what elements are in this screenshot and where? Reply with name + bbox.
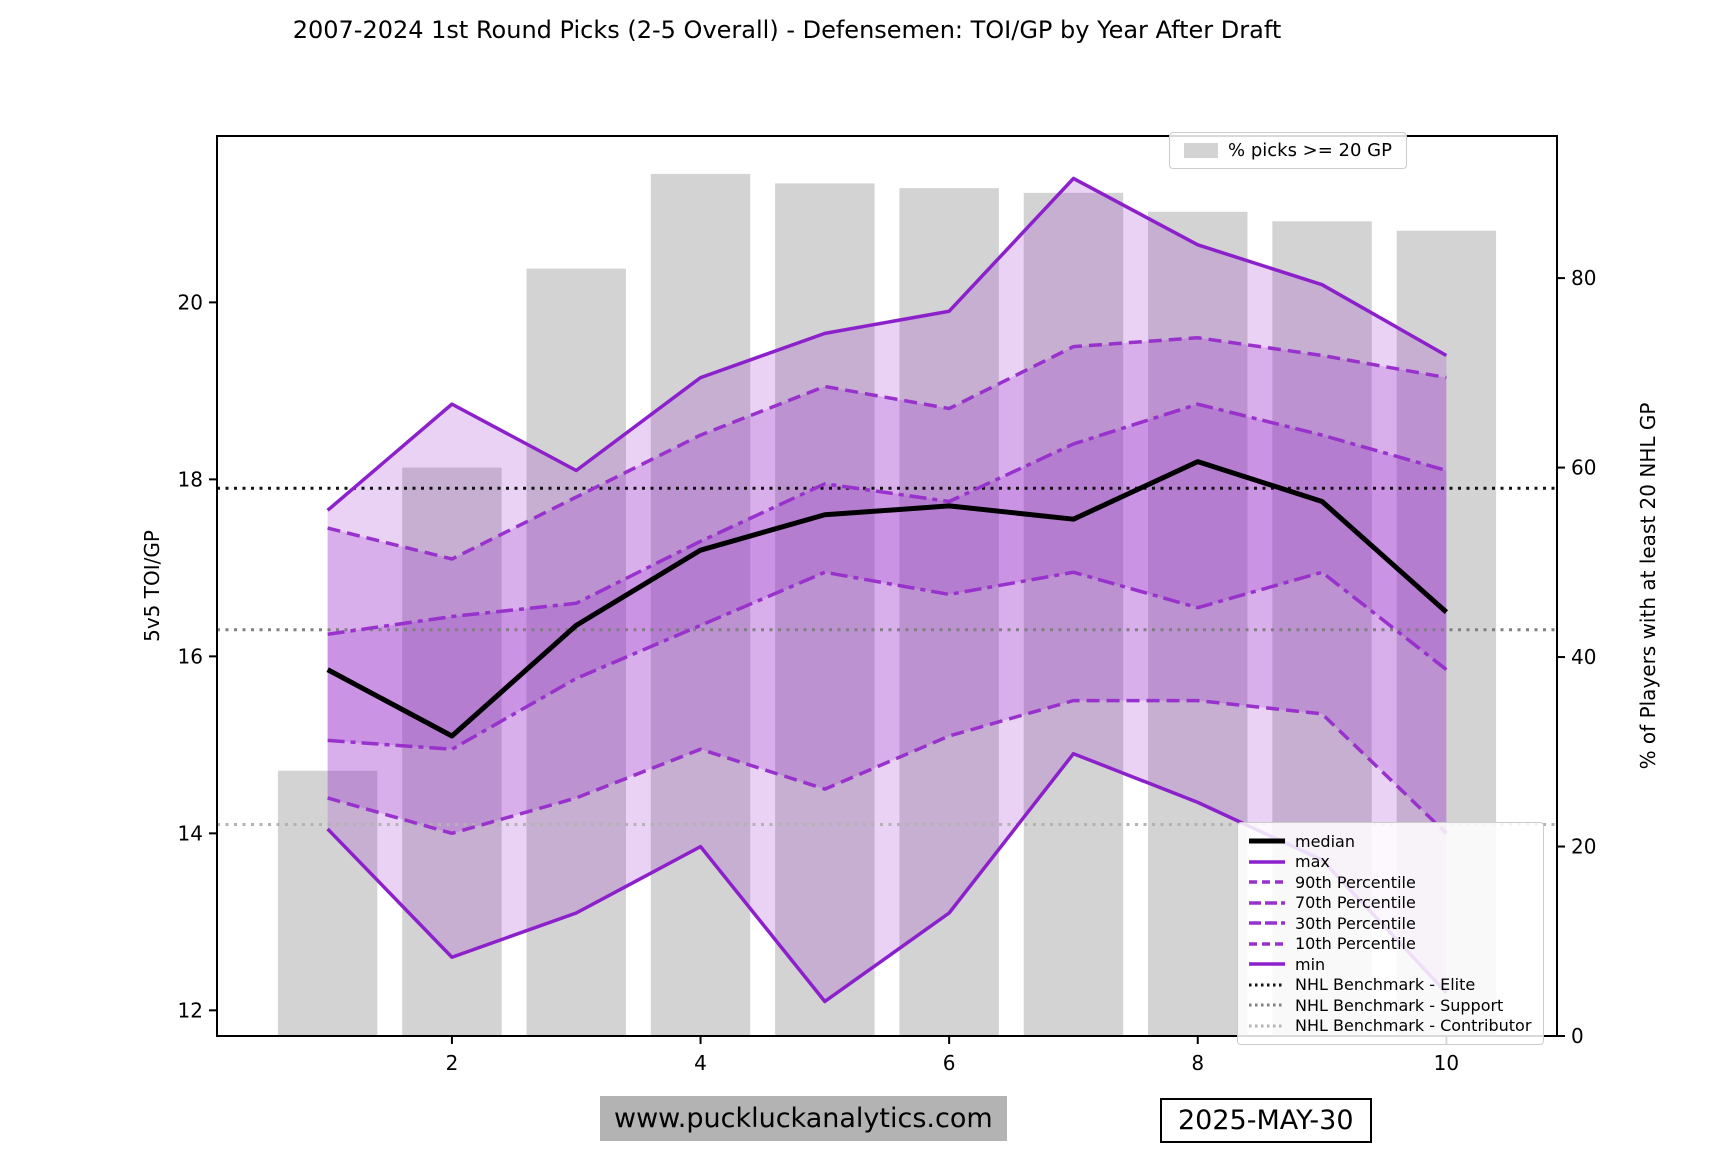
y-right-tick-label: 60 — [1571, 456, 1596, 480]
percentile-band — [327, 404, 1447, 750]
series-line-30th-percentile — [327, 570, 1448, 752]
legend-bars-label: % picks >= 20 GP — [1228, 140, 1392, 161]
legend-item: 10th Percentile — [1248, 934, 1531, 955]
legend-series: median max 90th Percentile 70th Percentile 3… — [1237, 822, 1545, 1045]
y-right-tick-label: 0 — [1571, 1024, 1584, 1048]
y-left-tick-label: 18 — [178, 467, 203, 491]
legend-item: NHL Benchmark - Elite — [1248, 975, 1531, 996]
percentile-band — [327, 178, 1447, 1002]
legend-item-label: 70th Percentile — [1295, 893, 1416, 913]
chart-title: 2007-2024 1st Round Picks (2-5 Overall) … — [292, 16, 1282, 44]
y-right-tick-label: 20 — [1571, 835, 1596, 859]
percentile-band — [327, 337, 1447, 834]
legend-key-icon — [1249, 962, 1285, 966]
y-right-tick-label: 80 — [1571, 266, 1596, 290]
legend-item: NHL Benchmark - Support — [1248, 995, 1531, 1016]
legend-item: 30th Percentile — [1248, 913, 1531, 934]
bar-swatch-icon — [1184, 143, 1218, 158]
legend-key-icon — [1249, 860, 1285, 864]
legend-key-icon — [1249, 1003, 1285, 1007]
x-tick-label: 8 — [1191, 1051, 1204, 1075]
y-left-tick-label: 14 — [178, 821, 203, 845]
bar-pct-20gp — [899, 188, 999, 1036]
bar-pct-20gp — [650, 173, 751, 1037]
series-line-median — [326, 459, 1449, 739]
bar-pct-20gp — [1023, 192, 1124, 1036]
legend-item: NHL Benchmark - Contributor — [1248, 1016, 1531, 1037]
legend-item-label: NHL Benchmark - Elite — [1295, 975, 1476, 995]
bar-pct-20gp — [277, 770, 378, 1036]
legend-key-icon — [1249, 838, 1285, 844]
legend-key-icon — [1249, 921, 1285, 925]
legend-item-label: 30th Percentile — [1295, 913, 1416, 933]
legend-item-label: min — [1295, 954, 1326, 974]
y-axis-label-right: % of Players with at least 20 NHL GP — [1636, 402, 1660, 770]
y-left-tick-label: 12 — [178, 998, 203, 1022]
legend-key-icon — [1249, 901, 1285, 905]
x-tick-label: 6 — [943, 1051, 956, 1075]
bar-pct-20gp — [402, 467, 502, 1036]
x-tick-label: 10 — [1434, 1051, 1459, 1075]
legend-key-icon — [1249, 1024, 1285, 1028]
legend-item: max — [1248, 852, 1531, 873]
x-tick-label: 2 — [446, 1051, 459, 1075]
series-line-10th-percentile — [327, 698, 1448, 836]
series-line-max — [326, 176, 1448, 512]
y-left-tick-label: 20 — [178, 290, 203, 314]
date-badge: 2025-MAY-30 — [1160, 1098, 1372, 1143]
y-axis-label-left: 5v5 TOI/GP — [140, 530, 164, 642]
bar-pct-20gp — [775, 183, 875, 1037]
legend-item-label: max — [1295, 852, 1330, 872]
legend-key-icon — [1249, 983, 1285, 987]
legend-item-label: median — [1295, 831, 1355, 851]
y-left-tick-label: 16 — [178, 644, 203, 668]
website-text: www.puckluckanalytics.com — [600, 1096, 1007, 1141]
bar-pct-20gp — [1148, 211, 1248, 1036]
y-right-tick-label: 40 — [1571, 645, 1596, 669]
legend-item-label: 10th Percentile — [1295, 934, 1416, 954]
legend-item-label: 90th Percentile — [1295, 872, 1416, 892]
legend-item: min — [1248, 954, 1531, 975]
legend-key-icon — [1249, 942, 1285, 946]
legend-item-label: NHL Benchmark - Contributor — [1295, 1016, 1532, 1036]
legend-key-icon — [1249, 880, 1285, 884]
legend-item: 90th Percentile — [1248, 872, 1531, 893]
series-line-90th-percentile — [327, 336, 1447, 561]
legend-item-label: NHL Benchmark - Support — [1295, 995, 1504, 1015]
legend-item: median — [1248, 831, 1531, 852]
legend-bars: % picks >= 20 GP — [1169, 132, 1407, 169]
x-tick-label: 4 — [694, 1051, 707, 1075]
legend-item: 70th Percentile — [1248, 893, 1531, 914]
plot-border — [216, 135, 1558, 1037]
series-line-70th-percentile — [327, 402, 1447, 636]
